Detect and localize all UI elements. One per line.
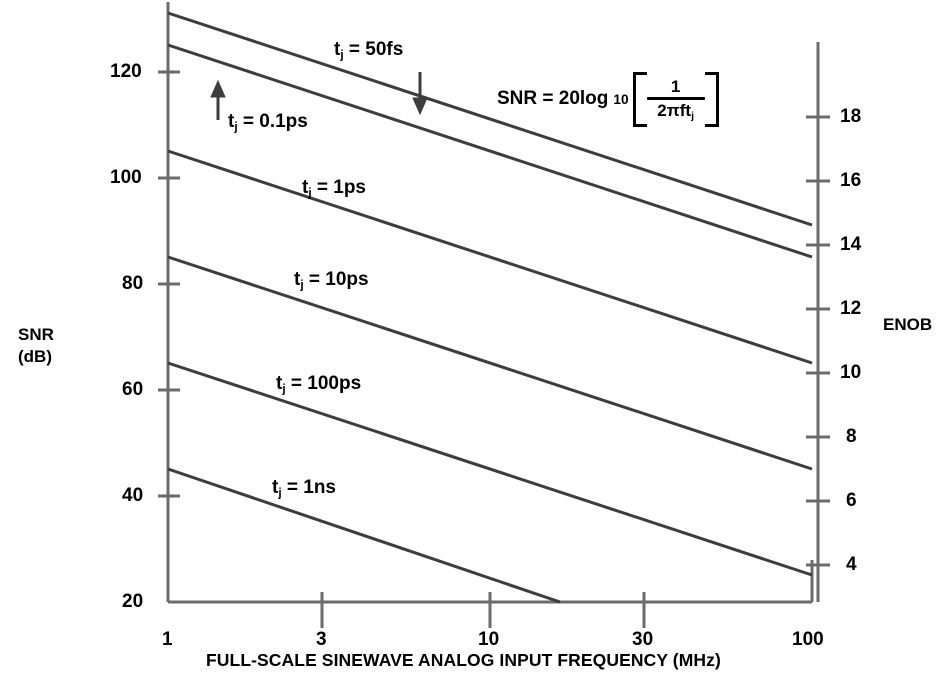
curve-label-value: = 1ns — [281, 477, 337, 498]
j-subscript: j — [340, 48, 344, 62]
y2-tick-label-16: 16 — [840, 170, 862, 191]
j-subscript: j — [308, 186, 312, 200]
snr-formula: SNR = 20log 10 1 2πftj — [497, 72, 719, 127]
y-tick-label-120: 120 — [110, 61, 142, 82]
denominator-prefix: 2 — [657, 101, 667, 121]
curve-tj-1ps — [167, 149, 813, 365]
curve-tj-50fs — [167, 11, 813, 227]
t-symbol: t — [334, 39, 341, 60]
formula-log-base: 10 — [613, 91, 629, 107]
curve-tj-100ps — [167, 361, 813, 577]
j-subscript: j — [278, 486, 282, 500]
arrow-down-50fs — [412, 72, 428, 116]
y-axis-title-line2: (dB) — [18, 347, 52, 366]
formula-bracket: 1 2πftj — [632, 72, 719, 127]
t-symbol: t — [294, 269, 301, 290]
curve-label-tj-1ps: tj = 1ps — [302, 178, 366, 199]
curve-label-tj-0p1ps: tj = 0.1ps — [228, 112, 308, 133]
x-axis-ticks — [320, 592, 646, 628]
j-subscript: j — [234, 120, 238, 134]
curve-label-value: = 10ps — [303, 269, 369, 290]
x-tick-label-1: 1 — [162, 629, 173, 650]
curve-label-tj-1ns: tj = 1ns — [272, 478, 336, 499]
formula-lead: SNR = 20log — [497, 88, 609, 110]
y2-tick-label-18: 18 — [840, 106, 862, 127]
y2-axis-title: ENOB — [883, 315, 933, 334]
curve-label-value: = 50fs — [343, 39, 404, 60]
t-symbol: t — [272, 477, 279, 498]
curve-tj-0p1ps — [167, 43, 813, 259]
y2-tick-label-4: 4 — [846, 554, 857, 575]
y-tick-label-40: 40 — [122, 485, 144, 506]
pi-symbol: π — [666, 101, 680, 121]
data-curves — [167, 11, 813, 604]
axis-lines — [166, 2, 820, 604]
curve-label-tj-100ps: tj = 100ps — [276, 374, 361, 395]
formula-fraction: 1 2πftj — [646, 77, 705, 123]
y2-tick-label-6: 6 — [846, 490, 857, 511]
curve-label-value: = 1ps — [311, 177, 367, 198]
j-subscript: j — [282, 382, 286, 396]
formula-denominator: 2πftj — [651, 100, 700, 123]
curve-label-tj-50fs: tj = 50fs — [334, 40, 403, 61]
x-tick-label-30: 30 — [632, 629, 654, 650]
arrow-up-0p1ps — [210, 79, 226, 120]
y2-tick-label-14: 14 — [840, 234, 862, 255]
y2-tick-label-8: 8 — [846, 426, 857, 447]
denominator-subscript: j — [691, 110, 694, 123]
x-axis-title: FULL-SCALE SINEWAVE ANALOG INPUT FREQUEN… — [206, 650, 721, 670]
denominator-suffix: ft — [679, 101, 692, 121]
y2-axis-ticks — [806, 115, 830, 567]
t-symbol: t — [276, 373, 283, 394]
x-tick-label-3: 3 — [316, 629, 327, 650]
y2-tick-label-10: 10 — [840, 362, 862, 383]
curve-tj-1ns — [167, 467, 561, 604]
formula-fraction-bar — [646, 97, 705, 101]
t-symbol: t — [228, 111, 235, 132]
x-tick-label-100: 100 — [792, 629, 824, 650]
y-axis-title-line1: SNR — [18, 325, 54, 344]
curve-label-value: = 0.1ps — [237, 111, 308, 132]
j-subscript: j — [300, 278, 304, 292]
annotation-arrows — [210, 72, 428, 120]
x-tick-label-10: 10 — [478, 629, 500, 650]
curve-label-tj-10ps: tj = 10ps — [294, 270, 369, 291]
y-tick-label-100: 100 — [110, 167, 142, 188]
y2-tick-label-12: 12 — [840, 298, 862, 319]
y-tick-label-80: 80 — [122, 273, 144, 294]
curve-tj-10ps — [167, 255, 813, 471]
y-tick-label-20: 20 — [122, 591, 144, 612]
t-symbol: t — [302, 177, 309, 198]
formula-numerator: 1 — [670, 77, 681, 96]
curve-label-value: = 100ps — [285, 373, 362, 394]
y-axis-ticks — [158, 70, 180, 498]
y-tick-label-60: 60 — [122, 379, 144, 400]
